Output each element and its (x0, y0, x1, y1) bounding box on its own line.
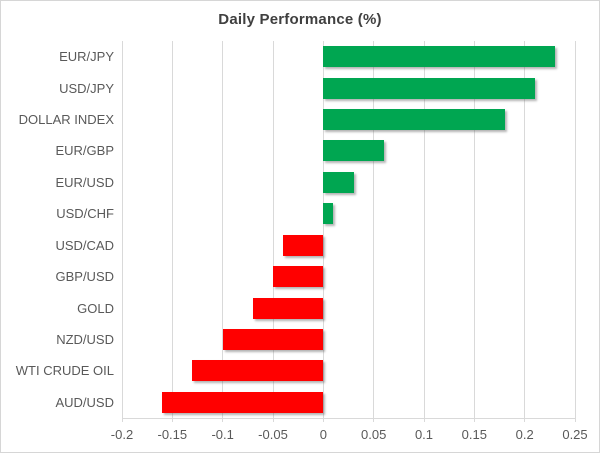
bar-eur-gbp (323, 140, 384, 162)
x-tick-label: 0 (319, 427, 327, 442)
x-tick-label: -0.15 (157, 427, 188, 442)
axis-tick (322, 418, 324, 422)
bar-eur-jpy (323, 46, 555, 68)
gridline (171, 41, 173, 418)
x-tick-label: 0.05 (361, 427, 387, 442)
bar-usd-cad (283, 234, 324, 256)
axis-tick (524, 418, 526, 422)
x-tick-label: -0.05 (258, 427, 288, 442)
gridline (423, 41, 425, 418)
x-tick-label: 0.25 (562, 427, 588, 442)
bar-gbp-usd (273, 266, 324, 288)
axis-tick (171, 418, 173, 422)
x-tick-label: 0.2 (515, 427, 534, 442)
gridline (222, 41, 224, 418)
gridline (322, 41, 324, 418)
category-label-eur-usd: EUR/USD (55, 174, 114, 190)
gridline (473, 41, 475, 418)
axis-tick (574, 418, 576, 422)
category-label-wti-crude-oil: WTI CRUDE OIL (15, 363, 114, 379)
bar-dollar-index (323, 109, 505, 131)
category-label-aud-usd: AUD/USD (55, 394, 114, 410)
bar-usd-jpy (323, 77, 535, 99)
chart-title: Daily Performance (%) (218, 11, 382, 28)
gridline (373, 41, 375, 418)
axis-tick (473, 418, 475, 422)
bar-nzd-usd (222, 328, 324, 350)
axis-tick (272, 418, 274, 422)
category-label-usd-chf: USD/CHF (56, 206, 114, 222)
category-label-usd-jpy: USD/JPY (59, 80, 114, 96)
category-label-nzd-usd: NZD/USD (56, 331, 114, 347)
axis-tick (373, 418, 375, 422)
axis-tick (423, 418, 425, 422)
bar-gold (252, 297, 324, 319)
gridline (524, 41, 526, 418)
bar-wti-crude-oil (192, 360, 324, 382)
x-tick-label: -0.2 (110, 427, 134, 442)
bar-usd-chf (323, 203, 334, 225)
axis-tick (121, 418, 123, 422)
gridline (121, 41, 123, 418)
category-label-usd-cad: USD/CAD (55, 237, 114, 253)
x-axis-line (122, 418, 575, 419)
category-label-dollar-index: DOLLAR INDEX (18, 112, 114, 128)
bar-eur-usd (323, 171, 354, 193)
plot-area (121, 41, 576, 422)
category-label-eur-gbp: EUR/GBP (55, 143, 114, 159)
bar-aud-usd (162, 391, 324, 413)
category-label-eur-jpy: EUR/JPY (59, 49, 114, 65)
axis-tick (222, 418, 224, 422)
x-tick-label: 0.15 (461, 427, 487, 442)
gridline (574, 41, 576, 418)
gridline (272, 41, 274, 418)
category-label-gold: GOLD (77, 300, 114, 316)
x-tick-label: -0.1 (211, 427, 234, 442)
x-tick-label: 0.1 (414, 427, 434, 442)
category-label-gbp-usd: GBP/USD (55, 269, 114, 285)
